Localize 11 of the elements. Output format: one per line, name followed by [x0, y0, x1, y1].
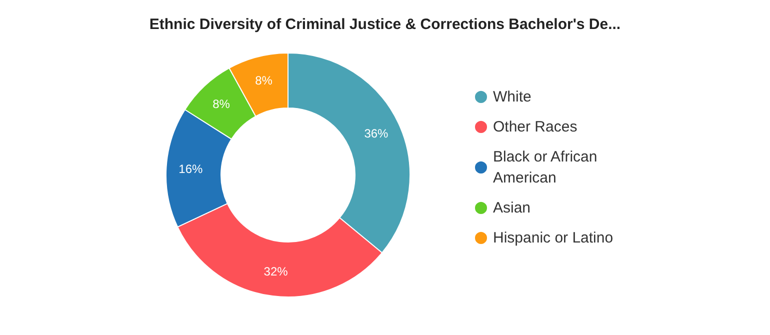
legend-label: Black or African American — [493, 148, 602, 186]
data-label: 8% — [212, 96, 230, 111]
data-label: 16% — [178, 162, 204, 176]
legend-label: Other Races — [493, 118, 578, 136]
legend-label: Asian — [493, 200, 531, 216]
data-label: 32% — [264, 264, 288, 279]
legend-label: Hispanic or Latino — [493, 230, 614, 246]
chart-title: Ethnic Diversity of Criminal Justice & Corrections Bachelor's De... — [149, 16, 621, 33]
legend-label: White — [493, 88, 532, 106]
data-label: 36% — [364, 126, 389, 140]
data-label: 8% — [255, 74, 273, 88]
